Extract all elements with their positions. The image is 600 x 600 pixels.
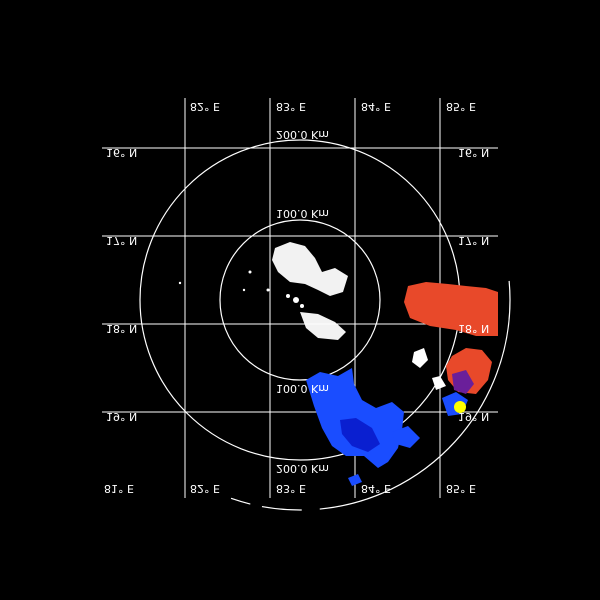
lat-label-right-2: 18° N bbox=[458, 322, 489, 335]
lat-label-left-2: 18° N bbox=[106, 322, 137, 335]
lon-label-top-1: 83° E bbox=[276, 100, 306, 113]
lon-label-bottom-4: 85° E bbox=[446, 482, 476, 495]
lat-label-right-0: 16° N bbox=[458, 146, 489, 159]
lon-label-bottom-3: 84° E bbox=[361, 482, 391, 495]
station-marker-icon[interactable] bbox=[454, 401, 466, 413]
echo-purple-cell bbox=[452, 370, 474, 394]
lat-label-left-3: 19° N bbox=[106, 410, 137, 423]
lon-label-bottom-1: 82° E bbox=[190, 482, 220, 495]
outer-boundary-ring bbox=[89, 89, 511, 511]
lat-label-right-3: 19° N bbox=[458, 410, 489, 423]
outer-ring-label-top: 200.0 Km bbox=[276, 128, 329, 141]
lon-label-top-3: 85° E bbox=[446, 100, 476, 113]
lon-label-top-0: 82° E bbox=[190, 100, 220, 113]
lon-label-bottom-2: 83° E bbox=[276, 482, 306, 495]
inner-ring-label-bottom: 100.0 Km bbox=[276, 382, 329, 395]
lon-label-bottom-0: 81° E bbox=[104, 482, 134, 495]
lat-label-right-1: 17° N bbox=[458, 234, 489, 247]
lon-label-top-2: 84° E bbox=[361, 100, 391, 113]
outer-ring-label-bottom: 200.0 Km bbox=[276, 462, 329, 475]
echo-white-cluster bbox=[178, 242, 446, 390]
lat-label-left-1: 17° N bbox=[106, 234, 137, 247]
lat-label-left-0: 16° N bbox=[106, 146, 137, 159]
range-ring-100km bbox=[219, 219, 381, 381]
inner-ring-label-top: 100.0 Km bbox=[276, 207, 329, 220]
